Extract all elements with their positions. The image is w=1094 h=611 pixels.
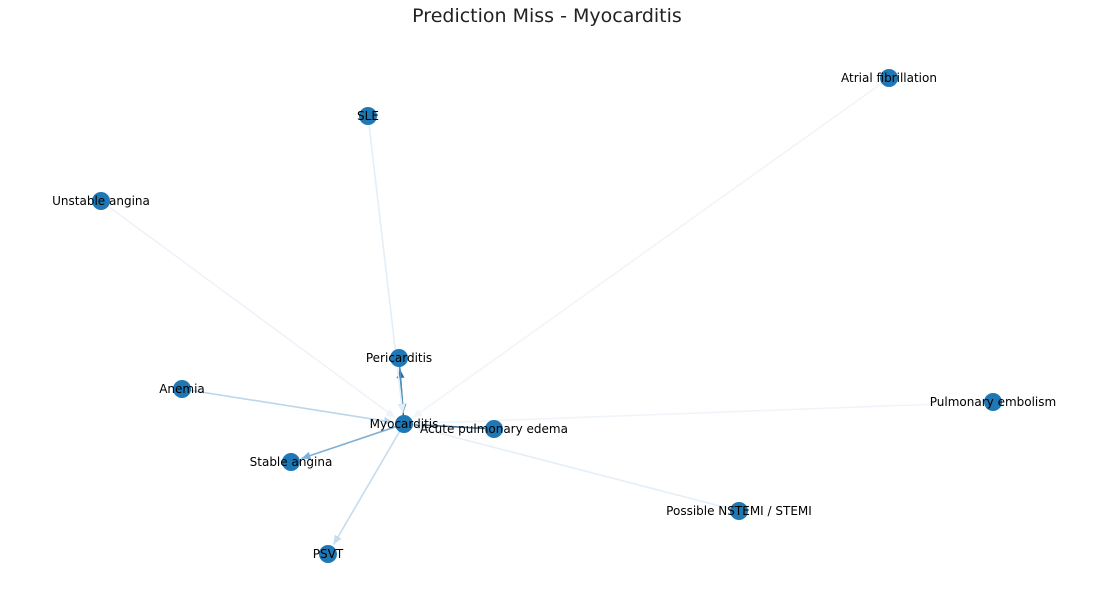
node-unstable-angina [92, 192, 110, 210]
node-pericarditis [390, 349, 408, 367]
edge-acute-pulmonary-edema-to-myocarditis [414, 423, 495, 430]
node-label-anemia: Anemia [159, 382, 205, 396]
node-label-atrial-fibrillation: Atrial fibrillation [841, 71, 937, 85]
arrowhead-atrial-fibrillation-to-myocarditis [412, 409, 423, 418]
edge-unstable-angina-to-myocarditis [100, 200, 396, 419]
edge-sle-to-myocarditis [367, 115, 404, 414]
edges-layer [100, 77, 994, 545]
arrowhead-sle-to-myocarditis [397, 403, 406, 414]
arrowhead-anemia-to-myocarditis [383, 416, 394, 425]
node-label-possible-nstemi-stemi: Possible NSTEMI / STEMI [666, 504, 812, 518]
node-sle [359, 107, 377, 125]
labels-layer: Myocarditis Pericarditis SLE Atrial fibrill… [52, 71, 1056, 561]
node-atrial-fibrillation [880, 69, 898, 87]
node-pulmonary-embolism [984, 393, 1002, 411]
edge-anemia-to-myocarditis [181, 388, 394, 424]
node-label-unstable-angina: Unstable angina [52, 194, 150, 208]
edge-myocarditis-to-psvt [332, 423, 405, 545]
arrowhead-myocarditis-to-psvt [333, 534, 342, 545]
edge-myocarditis-to-stable-angina [301, 423, 405, 460]
edge-possible-nstemi-stemi-to-myocarditis [414, 425, 740, 512]
edge-atrial-fibrillation-to-myocarditis [412, 77, 890, 419]
arrowhead-myocarditis-to-stable-angina [301, 451, 312, 460]
node-stable-angina [282, 453, 300, 471]
node-acute-pulmonary-edema [485, 420, 503, 438]
node-label-myocarditis: Myocarditis [370, 417, 439, 431]
page-title: Prediction Miss - Myocarditis [412, 5, 682, 27]
edge-pulmonary-embolism-to-myocarditis [414, 401, 994, 425]
nodes-layer [92, 69, 1002, 563]
node-label-pulmonary-embolism: Pulmonary embolism [930, 395, 1056, 409]
node-psvt [319, 545, 337, 563]
node-possible-nstemi-stemi [730, 502, 748, 520]
node-label-pericarditis: Pericarditis [366, 351, 432, 365]
edge-pericarditis-to-myocarditis [398, 357, 404, 414]
arrowhead-possible-nstemi-stemi-to-myocarditis [414, 425, 425, 433]
node-label-stable-angina: Stable angina [250, 455, 333, 469]
node-label-psvt: PSVT [313, 547, 344, 561]
arrowhead-pulmonary-embolism-to-myocarditis [414, 419, 425, 428]
arrowhead-unstable-angina-to-myocarditis [385, 408, 396, 418]
node-label-sle: SLE [357, 109, 379, 123]
node-label-acute-pulmonary-edema: Acute pulmonary edema [420, 422, 568, 436]
node-anemia [173, 380, 191, 398]
node-myocarditis [395, 415, 413, 433]
